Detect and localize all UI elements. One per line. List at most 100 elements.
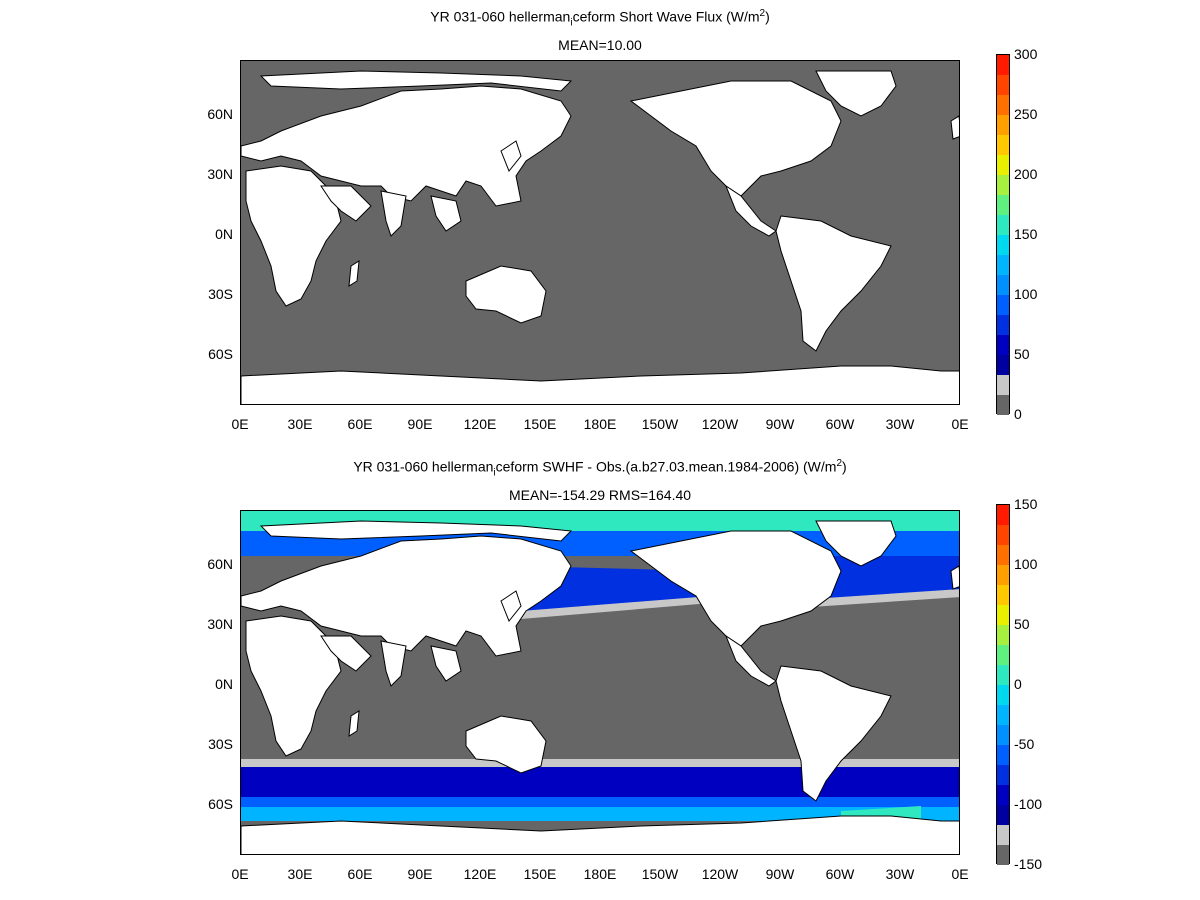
lon-label: 30W [885, 866, 915, 882]
colorbar-swatch [997, 525, 1009, 545]
lon-label: 0E [231, 416, 249, 432]
colorbar-swatch [997, 565, 1009, 585]
colorbar-swatch [997, 705, 1009, 725]
panel1-title-main: YR 031-060 hellerman [430, 8, 571, 25]
lon-label: 90W [765, 866, 795, 882]
colorbar-swatch [997, 175, 1009, 195]
colorbar-tick-label: 100 [1014, 556, 1038, 572]
panel1-map-svg [241, 61, 959, 404]
lon-label: 90W [765, 416, 795, 432]
colorbar-swatch [997, 545, 1009, 565]
lon-label: 60W [825, 416, 855, 432]
colorbar-swatch [997, 355, 1009, 375]
colorbar-swatch [997, 135, 1009, 155]
colorbar-swatch [997, 55, 1009, 75]
colorbar-swatch [997, 765, 1009, 785]
lon-label: 150W [641, 416, 679, 432]
panel1-title-sup: 2 [759, 8, 766, 19]
colorbar-tick-label: -50 [1014, 736, 1035, 752]
panel2-title-rest: ceform SWHF - Obs.(a.b27.03.mean.1984-20… [495, 458, 837, 475]
lon-label: 150E [523, 866, 557, 882]
panel1-title-rest: ceform Short Wave Flux (W/m [572, 8, 760, 25]
lon-label: 150E [523, 416, 557, 432]
north-atlantic-field [811, 556, 959, 603]
colorbar-swatch [997, 195, 1009, 215]
panel2-colorbar [996, 504, 1010, 865]
colorbar-swatch [997, 725, 1009, 745]
panel2-lat-label: 0N [215, 676, 233, 692]
lon-label: 120W [701, 866, 739, 882]
colorbar-tick-label: 50 [1014, 616, 1030, 632]
colorbar-swatch [997, 295, 1009, 315]
panel1-colorbar [996, 54, 1010, 415]
colorbar-swatch [997, 805, 1009, 825]
panel2-stats: MEAN=-154.29 RMS=164.40 [508, 487, 692, 503]
colorbar-swatch [997, 75, 1009, 95]
lon-label: 0E [231, 866, 249, 882]
colorbar-swatch [997, 235, 1009, 255]
north-atlantic-gray-line [811, 589, 959, 607]
southern-gray-line [241, 759, 959, 767]
panel2-title-sup: 2 [836, 458, 842, 469]
north-pacific-gray-line [521, 596, 711, 619]
colorbar-swatch [997, 505, 1009, 525]
colorbar-swatch [997, 745, 1009, 765]
panel1-lat-label: 60N [207, 106, 233, 122]
panel2-lat-label: 60N [207, 556, 233, 572]
panel2-title-main: YR 031-060 hellerman [353, 458, 494, 475]
colorbar-swatch [997, 315, 1009, 335]
panel2-title-end: ) [842, 458, 847, 475]
colorbar-tick-label: -100 [1014, 796, 1043, 812]
lon-label: 90E [407, 866, 433, 882]
colorbar-tick-label: 250 [1014, 106, 1038, 122]
lon-label: 120W [701, 416, 739, 432]
colorbar-swatch [997, 275, 1009, 295]
southern-band-light [241, 807, 959, 821]
colorbar-swatch [997, 825, 1009, 845]
lon-label: 150W [641, 866, 679, 882]
colorbar-swatch [997, 605, 1009, 625]
lon-label: 0E [951, 866, 969, 882]
land-masses [241, 70, 959, 404]
colorbar-swatch [997, 95, 1009, 115]
colorbar-swatch [997, 215, 1009, 235]
colorbar-tick-label: -150 [1014, 856, 1043, 872]
lon-label: 0E [951, 416, 969, 432]
lon-label: 120E [463, 866, 497, 882]
colorbar-swatch [997, 155, 1009, 175]
colorbar-swatch [997, 585, 1009, 605]
colorbar-swatch [997, 685, 1009, 705]
land-masses [241, 520, 959, 854]
colorbar-swatch [997, 845, 1009, 865]
panel2-map [240, 510, 960, 855]
lon-label: 60E [347, 416, 373, 432]
colorbar-swatch [997, 115, 1009, 135]
lon-label: 30W [885, 416, 915, 432]
colorbar-swatch [997, 335, 1009, 355]
colorbar-swatch [997, 255, 1009, 275]
panel1-lat-label: 30S [208, 286, 233, 302]
panel1-stats: MEAN=10.00 [558, 37, 642, 53]
colorbar-tick-label: 100 [1014, 286, 1038, 302]
lon-label: 90E [407, 416, 433, 432]
panel2-title-sub: i [493, 467, 496, 479]
colorbar-swatch [997, 375, 1009, 395]
lon-label: 30E [287, 866, 313, 882]
panel2-lat-label: 30N [207, 616, 233, 632]
colorbar-tick-label: 300 [1014, 46, 1038, 62]
panel2-map-svg [241, 511, 959, 854]
colorbar-swatch [997, 625, 1009, 645]
lon-label: 60W [825, 866, 855, 882]
lon-label: 120E [463, 416, 497, 432]
panel2-lat-label: 30S [208, 736, 233, 752]
panel1-title-sub: i [570, 17, 573, 29]
colorbar-swatch [997, 785, 1009, 805]
colorbar-tick-label: 0 [1014, 406, 1022, 422]
colorbar-tick-label: 50 [1014, 346, 1030, 362]
panel1-lat-label: 30N [207, 166, 233, 182]
lon-label: 180E [583, 866, 617, 882]
panel1-lat-label: 60S [208, 346, 233, 362]
lon-label: 30E [287, 416, 313, 432]
panel1-title: YR 031-060 hellermaniceform Short Wave F… [0, 8, 1200, 28]
lon-label: 60E [347, 866, 373, 882]
